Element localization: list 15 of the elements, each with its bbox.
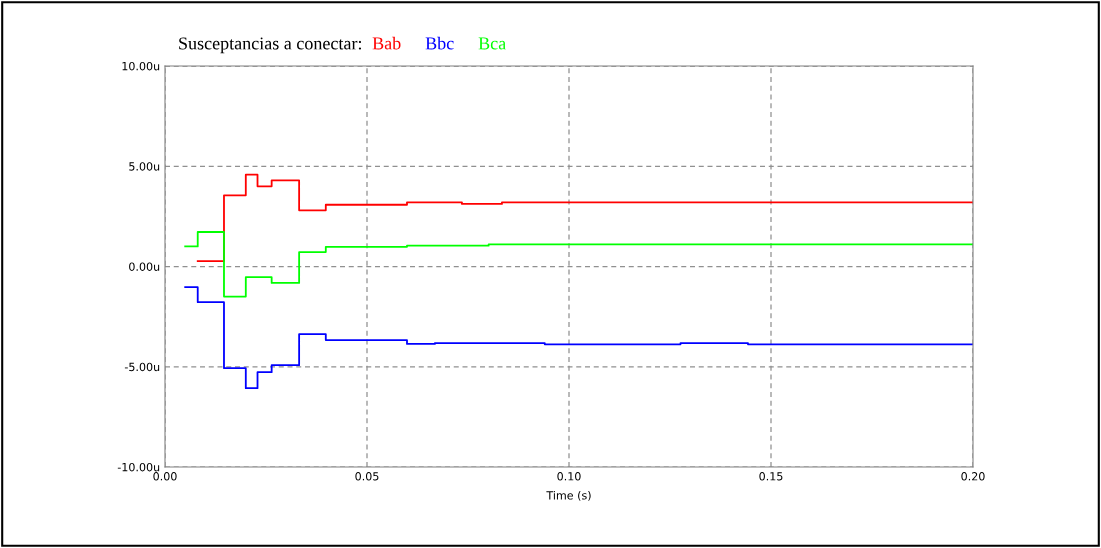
y-tick-label: 0.00u [129, 262, 160, 271]
x-tick-label: 0.00 [153, 472, 177, 481]
y-tick-label: -5.00u [124, 362, 160, 372]
chart-title: Susceptancias a conectar: [179, 37, 362, 54]
x-axis-title: Time (s) [546, 490, 591, 501]
y-tick-label: -10.00u [117, 462, 160, 472]
text: Bab [372, 36, 401, 50]
y-tick-label: 10.00u [122, 61, 160, 71]
text: Bbc [425, 36, 454, 50]
x-tick-label: 0.15 [759, 472, 783, 481]
text: Bca [478, 37, 506, 50]
x-tick-label: 0.10 [557, 472, 581, 481]
y-tick-label: 5.00u [129, 162, 160, 171]
x-tick-label: 0.20 [961, 472, 985, 481]
x-tick-label: 0.05 [355, 472, 379, 481]
